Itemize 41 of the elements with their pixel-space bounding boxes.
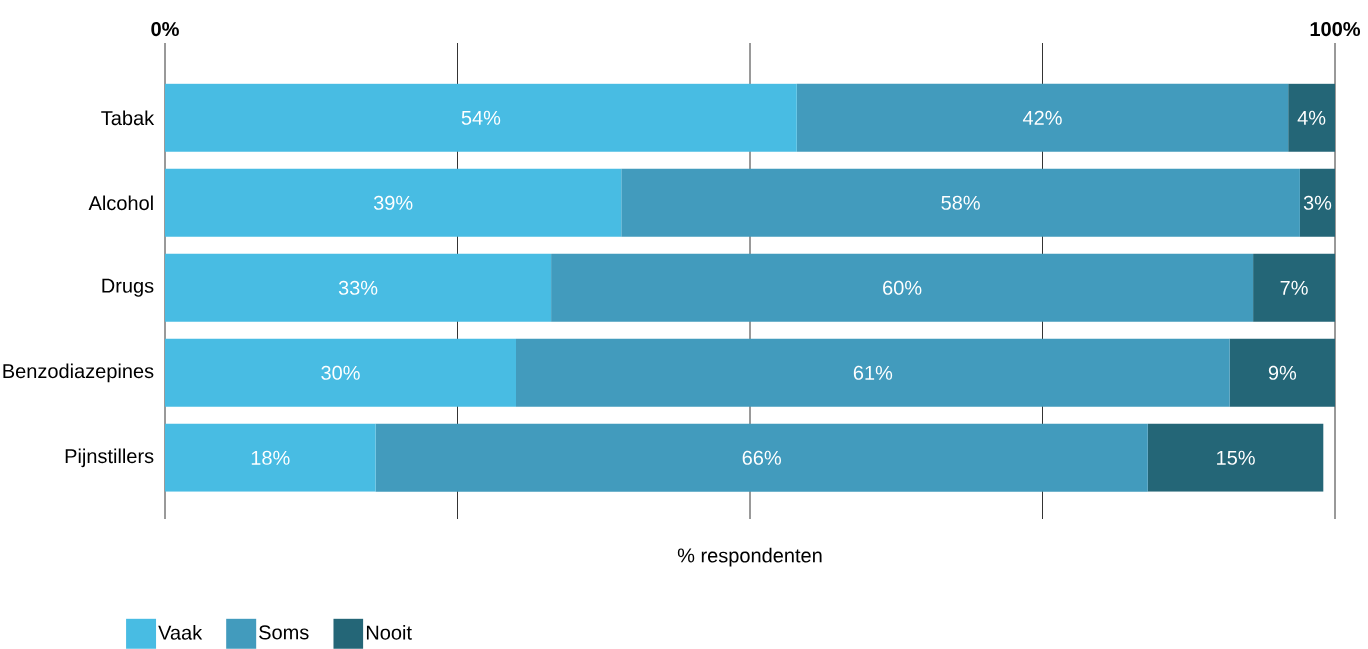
y-tick-label: Pijnstillers	[65, 448, 154, 468]
legend-label: Nooit	[366, 625, 412, 640]
data-label: 60%	[883, 280, 922, 295]
data-label: 42%	[1022, 110, 1062, 125]
bar	[1288, 83, 1336, 152]
bar	[165, 168, 622, 237]
data-label: 4%	[1297, 110, 1326, 125]
bar	[165, 253, 552, 322]
legend-label: Vaak	[158, 625, 203, 640]
x-tick-label: 100%	[1310, 21, 1361, 37]
y-tick-label: Alcohol	[88, 195, 153, 211]
bar	[165, 338, 516, 407]
bar	[165, 423, 376, 492]
data-label: 7%	[1280, 280, 1308, 295]
data-label: 58%	[941, 195, 980, 210]
bar	[551, 253, 1254, 322]
data-label: 61%	[853, 365, 893, 380]
legend-label: Soms	[259, 625, 309, 640]
bar	[1147, 423, 1324, 492]
data-label: 39%	[373, 195, 413, 210]
data-label: 66%	[742, 450, 781, 465]
data-label: 54%	[461, 110, 501, 125]
bar	[796, 83, 1289, 152]
y-tick-label: Drugs	[102, 278, 154, 297]
bar	[1253, 253, 1336, 322]
data-label: 3%	[1303, 195, 1332, 210]
bar	[375, 423, 1148, 492]
bar	[1299, 168, 1336, 237]
x-axis-title: % respondenten	[677, 547, 822, 567]
bar	[165, 83, 797, 152]
data-label: 9%	[1268, 365, 1297, 380]
x-tick-label: 0%	[151, 21, 179, 37]
data-label: 15%	[1217, 450, 1255, 465]
data-label: 18%	[251, 450, 290, 465]
bar	[516, 338, 1230, 407]
bar	[621, 168, 1300, 237]
data-label: 33%	[338, 280, 378, 295]
y-tick-label: Benzodiazepines	[3, 363, 154, 383]
data-label: 30%	[321, 365, 360, 380]
y-tick-label: Tabak	[101, 110, 155, 126]
bar	[1229, 338, 1336, 407]
